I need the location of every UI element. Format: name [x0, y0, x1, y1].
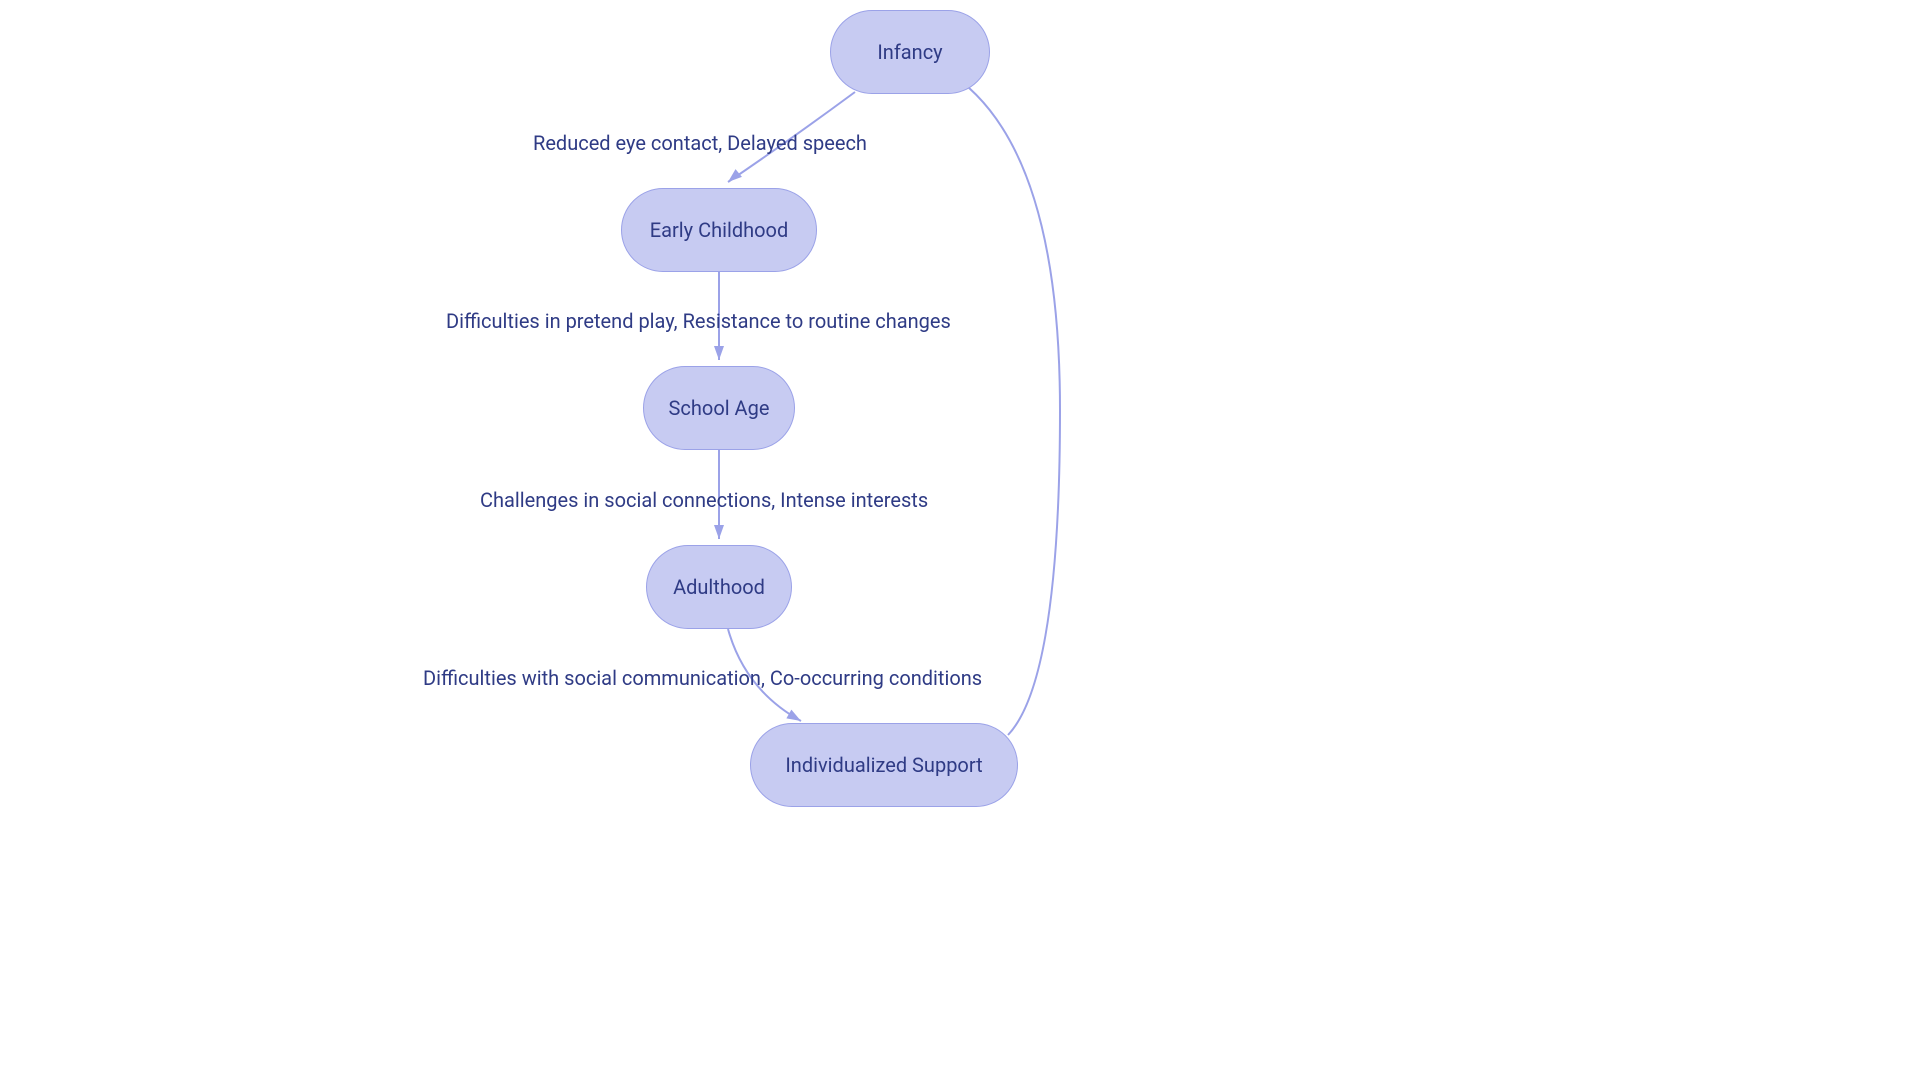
node-support: Individualized Support [750, 723, 1018, 807]
node-infancy: Infancy [830, 10, 990, 94]
arrowhead-0 [728, 169, 742, 182]
edge-label-2: Challenges in social connections, Intens… [480, 488, 928, 512]
arrowhead-3 [786, 710, 801, 721]
arrowhead-2 [714, 525, 724, 539]
node-school: School Age [643, 366, 795, 450]
node-adulthood: Adulthood [646, 545, 792, 629]
edge-label-1: Difficulties in pretend play, Resistance… [446, 309, 951, 333]
node-early: Early Childhood [621, 188, 817, 272]
edge-support-infancy [945, 70, 1060, 735]
edge-label-3: Difficulties with social communication, … [423, 666, 982, 690]
edges-layer [0, 0, 1920, 1080]
edge-label-0: Reduced eye contact, Delayed speech [533, 131, 867, 155]
arrowhead-1 [714, 346, 724, 360]
